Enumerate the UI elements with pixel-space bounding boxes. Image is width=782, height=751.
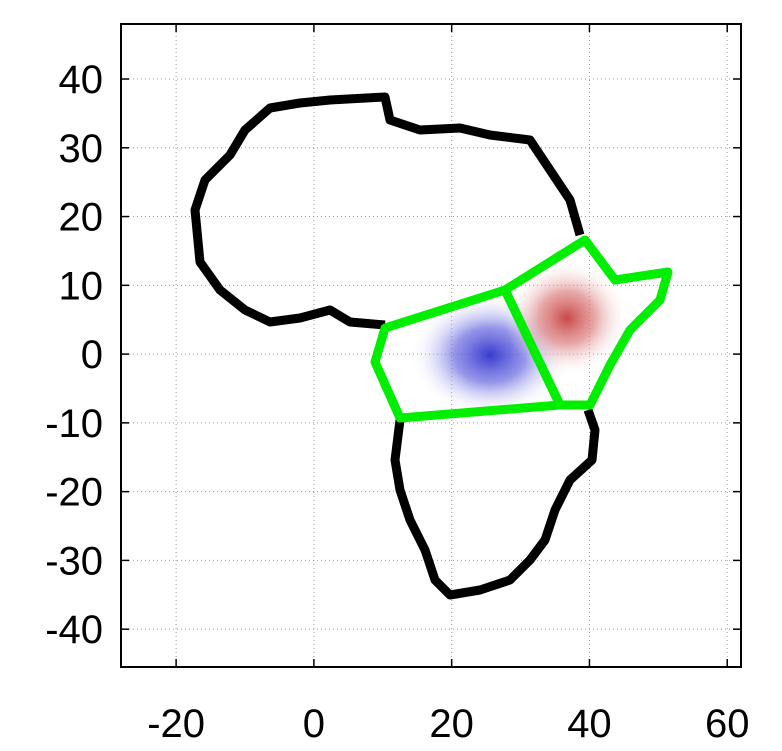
x-tick-label: -20 (147, 702, 205, 746)
y-tick-label: -30 (45, 539, 103, 583)
grid (121, 24, 741, 667)
y-tick-label: 10 (59, 264, 104, 308)
region-west (370, 285, 565, 423)
coastline-south (390, 408, 600, 600)
x-tick-label: 0 (303, 702, 325, 746)
plot-frame (120, 23, 742, 668)
x-tick-label: 20 (429, 702, 474, 746)
y-tick-label: 30 (59, 127, 104, 171)
y-tick-label: -20 (45, 471, 103, 515)
y-tick-label: -10 (45, 402, 103, 446)
y-tick-label: 0 (81, 333, 103, 377)
y-tick-label: -40 (45, 608, 103, 652)
x-tick-label: 40 (567, 702, 612, 746)
coastline-north (190, 92, 585, 330)
x-tick-label: 60 (705, 702, 750, 746)
map-layer (190, 92, 673, 600)
y-tick-label: 40 (59, 58, 104, 102)
region-east (500, 235, 673, 410)
y-tick-label: 20 (59, 196, 104, 240)
